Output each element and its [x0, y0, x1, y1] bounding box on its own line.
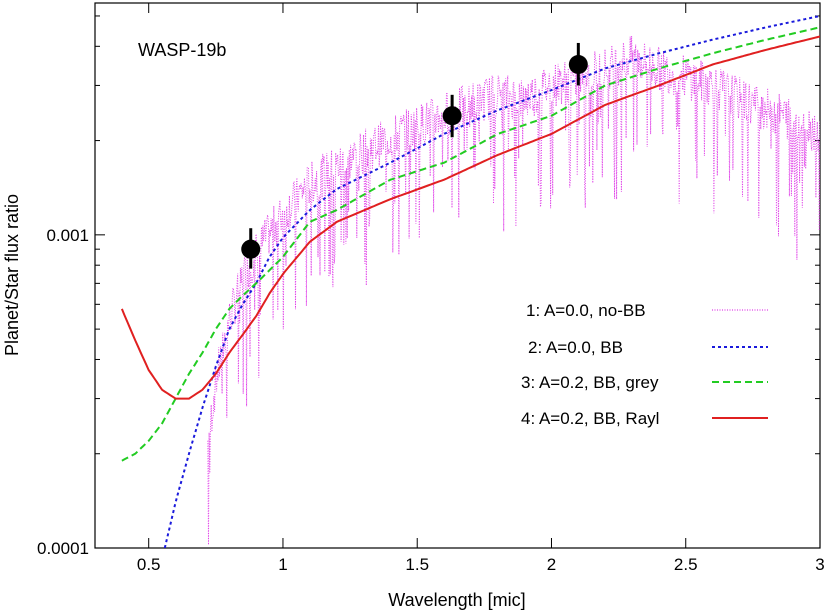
x-tick-label: 0.5 — [137, 555, 161, 574]
x-axis-label: Wavelength [mic] — [388, 590, 525, 610]
legend-label-1: 1: A=0.0, no-BB — [526, 301, 646, 320]
y-tick-label: 0.001 — [46, 226, 89, 245]
axis-ticks — [95, 3, 821, 549]
observation-point — [568, 54, 588, 74]
y-axis-label: Planet/Star flux ratio — [2, 194, 22, 356]
series-line-4 — [120, 35, 820, 400]
series-layer — [120, 15, 820, 548]
axis-tick-labels: 0.5 1 1.5 2 2.5 3 0.0001 0.001 — [37, 226, 825, 574]
series-line-2 — [163, 15, 820, 548]
legend: 1: A=0.0, no-BB 2: A=0.0, BB 3: A=0.2, BB,… — [521, 301, 768, 428]
observation-point — [442, 106, 462, 126]
legend-label-2: 2: A=0.0, BB — [528, 338, 623, 357]
planet-name-annotation: WASP-19b — [138, 40, 226, 60]
x-tick-label: 1.5 — [405, 555, 429, 574]
legend-label-3: 3: A=0.2, BB, grey — [521, 373, 659, 392]
x-tick-label: 1 — [278, 555, 287, 574]
series-line-1 — [207, 36, 820, 545]
y-tick-label: 0.0001 — [37, 539, 89, 558]
observation-point — [241, 239, 261, 259]
x-tick-label: 3 — [815, 555, 824, 574]
series-line-3 — [121, 26, 820, 462]
x-tick-label: 2.5 — [674, 555, 698, 574]
x-tick-label: 2 — [547, 555, 556, 574]
observation-layer — [241, 42, 588, 269]
plot-frame — [94, 2, 821, 549]
legend-label-4: 4: A=0.2, BB, Rayl — [521, 409, 659, 428]
